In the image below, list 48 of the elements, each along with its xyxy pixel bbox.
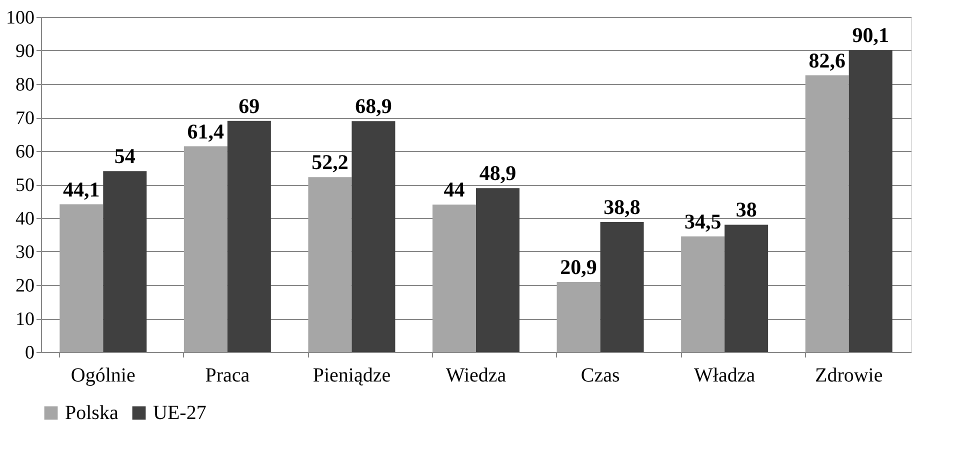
bar (848, 50, 892, 352)
data-label: 34,5 (684, 209, 722, 234)
data-label: 44 (444, 178, 466, 202)
x-tick-label: Ogólnie (70, 364, 136, 386)
data-label: 68,9 (355, 94, 392, 118)
bar (184, 146, 228, 352)
bar (556, 282, 600, 352)
y-tick-label: 50 (16, 175, 34, 196)
data-label: 54 (114, 144, 136, 168)
x-tick-label: Praca (205, 364, 250, 386)
y-tick-label: 0 (25, 342, 34, 364)
y-tick-label: 70 (16, 108, 34, 129)
y-tick-label: 40 (16, 208, 34, 230)
y-tick-label: 80 (16, 74, 34, 96)
bar (103, 171, 147, 352)
data-label: 52,2 (312, 150, 348, 174)
x-tick-label: Zdrowie (814, 364, 883, 386)
y-tick-label: 30 (16, 242, 34, 263)
y-tick-label: 90 (16, 41, 34, 62)
bar (600, 222, 644, 352)
data-label: 69 (238, 94, 260, 118)
data-label: 38,8 (604, 195, 640, 220)
x-tick-label: Władza (694, 364, 756, 386)
x-tick-label: Wiedza (446, 364, 506, 386)
data-label: 20,9 (560, 254, 597, 279)
bar (227, 120, 271, 352)
bar (308, 177, 352, 352)
legend-label: Polska (65, 402, 118, 424)
y-tick-label: 10 (16, 309, 34, 330)
data-label: 48,9 (479, 161, 516, 186)
bar (476, 188, 520, 352)
bar (60, 204, 104, 352)
data-label: 44,1 (63, 177, 100, 202)
y-tick-label: 20 (16, 276, 34, 296)
bar (724, 224, 768, 352)
x-tick-label: Czas (580, 364, 620, 386)
x-tick-label: Pieniądze (312, 364, 391, 386)
data-label: 61,4 (187, 119, 225, 144)
bar (352, 121, 396, 352)
bar (681, 236, 725, 352)
data-label: 90,1 (852, 23, 889, 48)
legend-label: UE-27 (153, 402, 206, 424)
bar (805, 75, 849, 352)
y-tick-label: 60 (16, 142, 34, 162)
y-tick-label: 100 (6, 8, 34, 28)
data-label: 82,6 (808, 48, 846, 72)
bar (432, 204, 476, 352)
data-label: 38 (736, 198, 757, 222)
